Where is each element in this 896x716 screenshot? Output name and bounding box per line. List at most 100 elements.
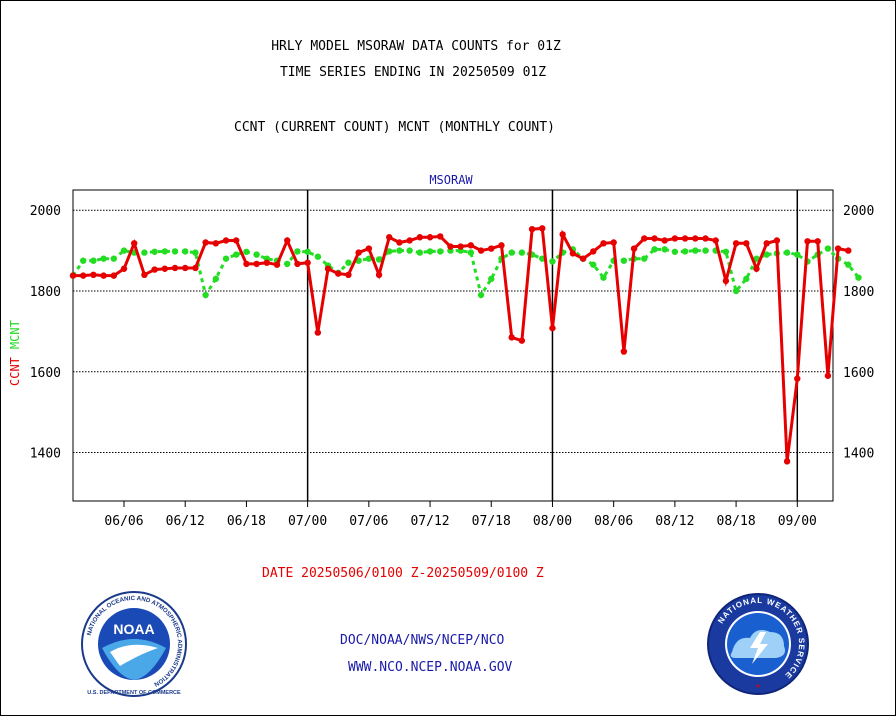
chart-title: MSORAW [429,173,473,187]
data-point-ccnt [426,234,434,241]
data-point-ccnt [182,264,189,272]
data-point-mcnt [100,255,107,262]
data-point-ccnt [488,245,495,252]
data-point-ccnt [365,245,373,252]
data-point-ccnt [457,243,464,250]
data-point-ccnt [794,375,801,382]
data-point-ccnt [263,259,271,266]
data-point-ccnt [151,266,158,273]
data-point-mcnt [365,255,373,262]
series-ccnt [69,225,852,465]
data-point-ccnt [630,245,638,252]
data-point-ccnt [416,234,424,241]
data-point-ccnt [90,271,97,279]
data-point-ccnt [355,249,362,256]
data-point-ccnt [671,235,679,242]
data-point-mcnt [80,257,87,264]
data-point-ccnt [131,240,138,247]
data-point-ccnt [314,329,322,336]
page-subtitle: TIME SERIES ENDING IN 20250509 01Z [279,65,547,80]
data-point-ccnt [824,372,832,379]
data-point-mcnt [233,251,240,258]
nws-logo: NATIONAL WEATHER SERVICE ★ [707,593,809,695]
data-point-ccnt [569,250,577,257]
series-mcnt [69,245,862,299]
data-point-mcnt [416,249,424,256]
y-tick-label-left: 2000 [30,204,61,219]
y-axis-label-ccnt: CCNT [8,357,22,386]
data-point-ccnt [467,242,475,249]
y-tick-label-right: 1600 [843,366,874,381]
data-point-mcnt [753,255,760,262]
data-point-ccnt [304,259,311,266]
data-point-mcnt [794,251,801,258]
data-point-ccnt [161,265,169,272]
data-point-mcnt [671,248,679,255]
series-layer [69,225,862,465]
data-point-ccnt [712,237,719,244]
data-point-mcnt [192,249,199,256]
data-point-mcnt [182,248,189,255]
data-point-mcnt [406,247,413,254]
data-point-ccnt [651,235,658,242]
data-point-ccnt [579,255,587,262]
data-point-mcnt [437,248,444,255]
data-point-mcnt [855,274,862,281]
series-description: CCNT (CURRENT COUNT) MCNT (MONTHLY COUNT… [234,120,555,135]
data-point-ccnt [834,245,842,252]
data-point-mcnt [651,246,658,253]
data-point-mcnt [345,259,352,266]
x-tick-label: 08/12 [655,514,694,529]
data-point-ccnt [559,231,566,238]
website-credit: WWW.NCO.NCEP.NOAA.GOV [348,660,513,675]
y-tick-label-right: 1400 [843,447,874,462]
x-tick-label: 08/00 [533,514,572,529]
data-point-ccnt [743,240,750,247]
data-point-ccnt [498,242,505,249]
data-point-mcnt [641,255,648,262]
data-point-mcnt [692,247,699,254]
y-axis-label-mcnt: MCNT [8,320,22,349]
data-point-ccnt [549,324,556,332]
data-point-mcnt [477,291,485,299]
data-point-mcnt [253,251,260,258]
data-point-ccnt [681,235,689,242]
data-point-ccnt [69,272,77,279]
data-point-ccnt [141,271,148,279]
y-tick-label-left: 1600 [30,366,61,381]
x-tick-label: 09/00 [778,514,817,529]
data-point-ccnt [233,237,240,244]
data-point-ccnt [845,247,852,254]
data-point-ccnt [508,334,515,341]
data-point-ccnt [518,337,526,344]
data-point-ccnt [814,238,821,245]
y-tick-label-right: 1800 [843,285,874,300]
data-point-mcnt [845,261,852,268]
y-axis-label: CCNT MCNT [8,320,22,386]
data-point-mcnt [783,249,791,256]
data-point-ccnt [641,235,648,242]
data-point-mcnt [386,248,393,255]
data-point-mcnt [243,248,250,255]
data-point-ccnt [375,271,383,279]
data-point-mcnt [661,246,668,253]
data-point-ccnt [447,243,454,250]
data-point-ccnt [539,225,546,232]
data-point-ccnt [783,458,791,465]
data-point-ccnt [192,264,199,272]
data-point-mcnt [161,248,169,255]
data-point-ccnt [753,265,760,272]
x-tick-label: 07/18 [472,514,511,529]
label-layer: 1400 1400 1600 1600 1800 1800 2000 2000 06/06 06/… [8,173,874,529]
data-point-mcnt [141,249,148,256]
data-point-ccnt [273,261,281,268]
data-point-ccnt [702,235,709,242]
data-point-mcnt [314,253,322,260]
series-line-ccnt [73,226,849,462]
data-point-mcnt [120,247,128,254]
data-point-ccnt [324,265,332,272]
data-point-mcnt [600,274,607,281]
y-tick-label-left: 1400 [30,447,61,462]
data-point-mcnt [90,257,97,264]
data-point-mcnt [743,275,750,283]
